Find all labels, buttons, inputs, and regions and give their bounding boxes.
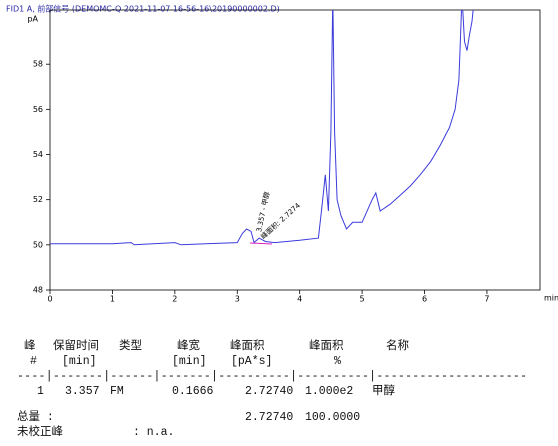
x-tick-label: 7 [484, 295, 489, 304]
uncal-label: 未校正峰 [17, 424, 63, 439]
x-tick-label: 2 [172, 295, 177, 304]
x-tick-label: 4 [297, 295, 302, 304]
x-tick-label: 0 [47, 295, 52, 304]
cell: 3.357 [65, 385, 100, 398]
y-tick-label: 50 [33, 240, 43, 249]
header: 峰面积 [230, 339, 265, 353]
x-tick-label: 1 [110, 295, 115, 304]
y-tick-label: 58 [33, 60, 43, 69]
header: 保留时间 [53, 338, 99, 353]
total-label: 总量 : [17, 409, 54, 424]
separator: ----|-------|------|-------|----------|-… [17, 370, 527, 383]
x-tick-label: 6 [422, 295, 427, 304]
header: [min] [62, 355, 97, 368]
total-cell: 2.72740 [245, 411, 293, 424]
baseline-marker [249, 242, 273, 245]
cell: 0.1666 [172, 385, 214, 398]
header: [pA*s] [231, 355, 272, 368]
header: 名称 [386, 338, 409, 353]
header: 峰宽 [177, 338, 200, 353]
y-tick-label: 56 [33, 105, 43, 114]
header: [min] [172, 355, 207, 368]
signal-trace [50, 10, 474, 246]
chart-title: FID1 A, 前部信号 (DEMOMC-Q 2021-11-07 16-56-… [6, 4, 280, 14]
cell: 1 [37, 385, 44, 398]
y-axis-label: pA [27, 15, 38, 24]
header: 峰 [24, 339, 36, 353]
y-tick-label: 52 [33, 195, 43, 204]
header: 类型 [119, 338, 142, 353]
y-tick-label: 54 [33, 150, 43, 159]
plot-frame [49, 9, 541, 291]
header: # [30, 355, 37, 368]
cell: 1.000e2 [305, 385, 353, 398]
cell: FM [110, 385, 124, 398]
uncal-value: : n.a. [133, 426, 174, 439]
header: 峰面积 [309, 339, 344, 353]
cell: 甲醇 [372, 383, 395, 398]
header: % [334, 355, 341, 368]
x-tick-label: 5 [360, 295, 365, 304]
x-tick-label: 3 [235, 295, 240, 304]
cell: 2.72740 [245, 385, 293, 398]
y-tick-label: 48 [33, 286, 43, 295]
x-axis-label: min [544, 294, 558, 303]
total-cell: 100.0000 [305, 411, 360, 424]
